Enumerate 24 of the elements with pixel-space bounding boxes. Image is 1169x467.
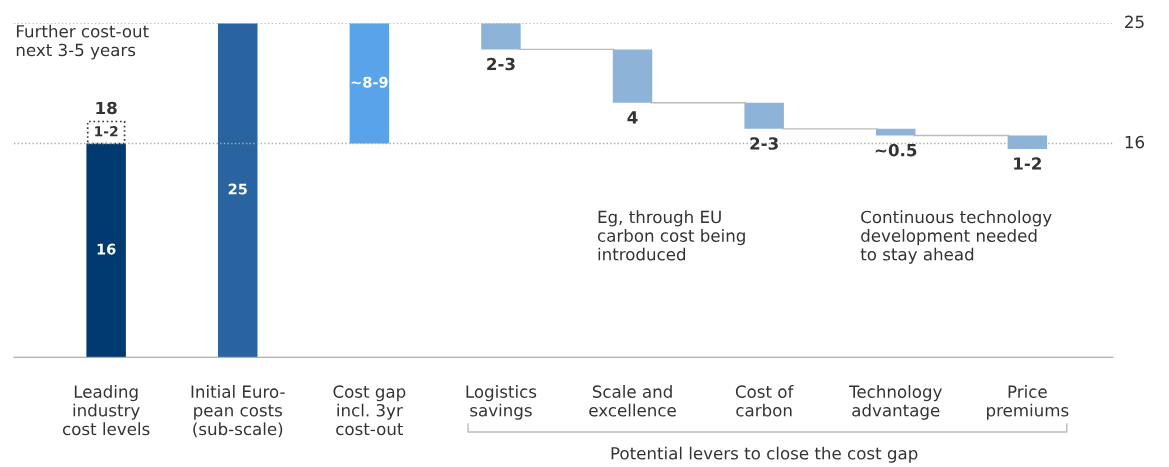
data-label: ~0.5 <box>875 143 917 157</box>
data-label: 2-3 <box>487 57 515 71</box>
x-tick-label: Cost of carbon <box>735 385 794 417</box>
data-label: 1-2 <box>1014 157 1041 170</box>
data-label: 25 <box>228 183 247 195</box>
x-tick-label: Price premiums <box>987 385 1069 420</box>
data-label: 2-3 <box>750 137 778 150</box>
x-tick-label: Scale and excellence <box>589 385 676 417</box>
x-tick-label: Initial Euro- pean costs (sub-scale) <box>191 385 285 438</box>
x-tick-label: Cost gap incl. 3yr cost-out <box>333 385 406 436</box>
data-label: 4 <box>627 111 638 124</box>
total-label: 18 <box>96 101 117 115</box>
ref-line-label: 25 <box>1125 15 1144 29</box>
annotation: Further cost-out next 3-5 years <box>16 24 149 60</box>
x-tick-label: Logistics savings <box>466 385 537 420</box>
data-label: 16 <box>97 243 116 255</box>
x-tick-label: Technology advantage <box>849 385 942 420</box>
annotation: Eg, through EU carbon cost being introduced <box>597 210 745 261</box>
data-label: 1-2 <box>95 126 118 137</box>
x-tick-label: Leading industry cost levels <box>62 385 150 436</box>
text: Potential levers to close the cost gap <box>611 446 918 463</box>
ref-line-label: 16 <box>1125 135 1145 149</box>
annotation: Continuous technology development needed to stay ahead <box>860 210 1052 264</box>
data-label: ~8-9 <box>351 76 388 88</box>
